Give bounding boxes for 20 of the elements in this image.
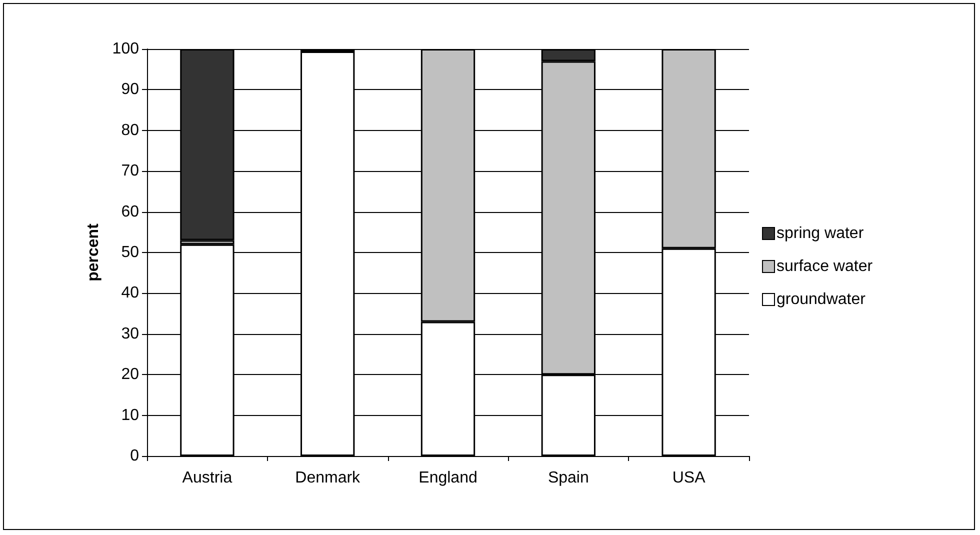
x-tick-label: England bbox=[418, 470, 478, 486]
y-tick-label: 80 bbox=[121, 122, 140, 139]
legend-label: spring water bbox=[776, 225, 864, 242]
y-tick-label: 30 bbox=[121, 325, 140, 342]
x-tick-label: USA bbox=[672, 470, 706, 486]
legend-label: surface water bbox=[776, 258, 874, 275]
y-tick-label: 60 bbox=[121, 203, 140, 220]
x-tick-label: Spain bbox=[548, 470, 589, 486]
y-tick-label: 10 bbox=[121, 406, 140, 424]
x-tick-label: Austria bbox=[182, 470, 232, 486]
y-axis-title: percent bbox=[84, 222, 102, 282]
y-tick-label: 0 bbox=[130, 448, 140, 464]
y-tick-label: 20 bbox=[121, 366, 140, 384]
y-tick-label: 50 bbox=[121, 244, 140, 261]
x-tick-label: Denmark bbox=[295, 470, 362, 486]
y-tick-label: 90 bbox=[121, 81, 140, 98]
y-tick-label: 100 bbox=[112, 40, 140, 58]
legend-label: groundwater bbox=[776, 291, 866, 308]
y-tick-label: 40 bbox=[121, 284, 140, 302]
y-tick-label: 70 bbox=[121, 162, 140, 180]
